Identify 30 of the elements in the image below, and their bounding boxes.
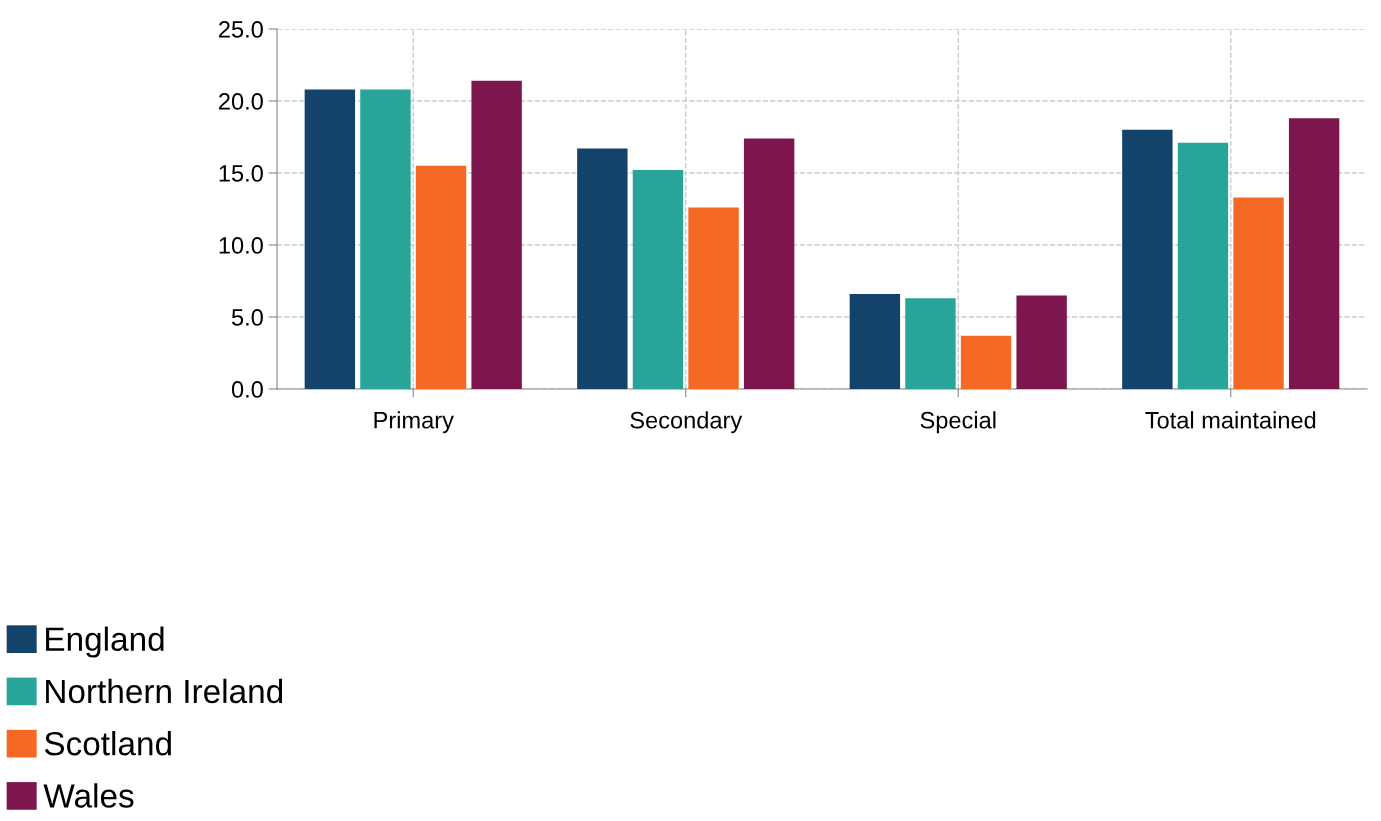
legend-label: England <box>46 626 164 658</box>
y-tick-label: 5.0 <box>231 309 263 326</box>
bar <box>1177 142 1229 389</box>
y-tick-label: 10.0 <box>219 237 263 254</box>
legend-label: Northern Ireland <box>46 678 283 704</box>
bar <box>1233 197 1284 389</box>
y-tick-label: 20.0 <box>219 93 263 110</box>
x-tick-label: Total maintained <box>1145 411 1316 429</box>
bar <box>960 335 1012 389</box>
bar <box>905 298 956 389</box>
bar <box>849 293 901 389</box>
bar <box>577 148 628 389</box>
bar <box>360 89 411 389</box>
bar <box>471 80 522 389</box>
bar <box>415 165 467 389</box>
x-tick-label: Secondary <box>630 411 743 434</box>
bar <box>304 89 356 389</box>
bar <box>743 138 795 389</box>
legend-label: Wales <box>43 783 134 808</box>
x-tick-label: Primary <box>374 411 454 434</box>
y-tick-label: 0.0 <box>231 381 263 398</box>
y-tick-label: 15.0 <box>219 165 263 182</box>
bar <box>688 207 739 389</box>
bar <box>1016 295 1067 389</box>
bar <box>1288 118 1340 389</box>
bar <box>632 170 684 389</box>
y-tick-label: 25.0 <box>219 21 263 38</box>
bar <box>1122 129 1173 389</box>
legend-label: Scotland <box>44 731 171 756</box>
x-tick-label: Special <box>920 411 996 434</box>
